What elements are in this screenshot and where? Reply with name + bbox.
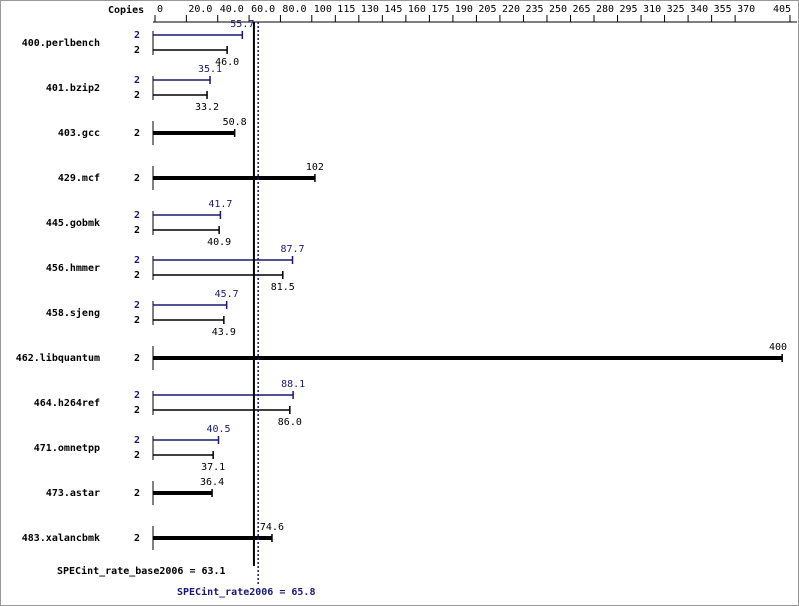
x-tick-label: 130 — [361, 4, 379, 15]
value-label: 41.7 — [208, 199, 232, 210]
copies-label: 2 — [134, 488, 140, 499]
value-label: 46.0 — [215, 57, 239, 68]
value-label: 50.8 — [223, 117, 247, 128]
value-label: 102 — [306, 162, 324, 173]
value-label: 55.7 — [230, 19, 254, 30]
value-label: 74.6 — [260, 522, 284, 533]
copies-label: 2 — [134, 30, 140, 41]
x-tick-label: 100 — [314, 4, 332, 15]
x-tick-label: 80.0 — [282, 4, 306, 15]
copies-label: 2 — [134, 255, 140, 266]
x-tick-label: 310 — [643, 4, 661, 15]
value-label: 40.5 — [206, 424, 230, 435]
benchmark-label: 445.gobmk — [46, 218, 100, 229]
copies-label: 2 — [134, 225, 140, 236]
copies-label: 2 — [134, 45, 140, 56]
value-label: 36.4 — [200, 477, 224, 488]
benchmark-label: 473.astar — [46, 488, 100, 499]
benchmark-label: 403.gcc — [58, 128, 100, 139]
x-tick-label: 340 — [690, 4, 708, 15]
x-tick-label: 145 — [384, 4, 402, 15]
benchmark-label: 483.xalancbmk — [22, 533, 100, 544]
reference-label: SPECint_rate2006 = 65.8 — [177, 586, 315, 598]
copies-label: 2 — [134, 405, 140, 416]
value-label: 88.1 — [281, 379, 305, 390]
copies-label: 2 — [134, 533, 140, 544]
benchmark-label: 458.sjeng — [46, 307, 100, 319]
x-tick-label: 220 — [502, 4, 520, 15]
copies-label: 2 — [134, 353, 140, 364]
copies-label: 2 — [134, 435, 140, 446]
x-tick-label: 60.0 — [251, 4, 275, 15]
x-tick-label: 175 — [431, 4, 449, 15]
copies-label: 2 — [134, 173, 140, 184]
value-label: 33.2 — [195, 102, 219, 113]
benchmark-label: 401.bzip2 — [46, 82, 100, 94]
copies-label: 2 — [134, 390, 140, 401]
x-tick-label: 250 — [549, 4, 567, 15]
x-tick-label: 115 — [337, 4, 355, 15]
value-label: 81.5 — [271, 282, 295, 293]
value-label: 87.7 — [280, 244, 304, 255]
copies-label: 2 — [134, 210, 140, 221]
x-tick-label: 40.0 — [220, 4, 244, 15]
value-label: 45.7 — [215, 289, 239, 300]
benchmark-label: 456.hmmer — [46, 263, 100, 274]
x-tick-label: 205 — [478, 4, 496, 15]
x-tick-label: 0 — [157, 4, 163, 15]
copies-label: 2 — [134, 90, 140, 101]
x-tick-label: 160 — [408, 4, 426, 15]
copies-label: 2 — [134, 128, 140, 139]
copies-label: 2 — [134, 75, 140, 86]
x-tick-label: 325 — [667, 4, 685, 15]
benchmark-label: 471.omnetpp — [34, 443, 100, 454]
copies-label: 2 — [134, 450, 140, 461]
benchmark-label: 464.h264ref — [34, 398, 100, 409]
copies-label: 2 — [134, 300, 140, 311]
x-tick-label: 370 — [737, 4, 755, 15]
value-label: 86.0 — [278, 417, 302, 428]
copies-header: Copies — [108, 4, 144, 16]
reference-label: SPECint_rate_base2006 = 63.1 — [57, 565, 226, 577]
copies-label: 2 — [134, 315, 140, 326]
value-label: 400 — [769, 342, 787, 353]
x-tick-label: 405 — [773, 4, 791, 15]
value-label: 35.1 — [198, 64, 222, 75]
benchmark-label: 429.mcf — [58, 173, 100, 184]
benchmark-label: 462.libquantum — [16, 352, 100, 364]
value-label: 43.9 — [212, 327, 236, 338]
benchmark-label: 400.perlbench — [22, 38, 100, 49]
value-label: 40.9 — [207, 237, 231, 248]
x-tick-label: 355 — [714, 4, 732, 15]
x-tick-label: 280 — [596, 4, 614, 15]
x-tick-label: 235 — [525, 4, 543, 15]
copies-label: 2 — [134, 270, 140, 281]
x-tick-label: 265 — [572, 4, 590, 15]
x-tick-label: 20.0 — [188, 4, 212, 15]
x-tick-label: 190 — [455, 4, 473, 15]
value-label: 37.1 — [201, 462, 225, 473]
x-tick-label: 295 — [620, 4, 638, 15]
